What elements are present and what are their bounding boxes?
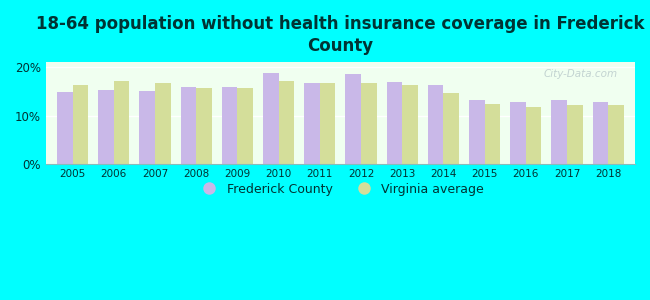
- Bar: [567, 105, 582, 164]
- Bar: [222, 87, 237, 164]
- Bar: [237, 88, 253, 164]
- Bar: [114, 81, 129, 164]
- Bar: [57, 92, 73, 164]
- Bar: [608, 105, 624, 164]
- Bar: [593, 102, 608, 164]
- Bar: [361, 83, 377, 164]
- Bar: [526, 107, 541, 164]
- Bar: [73, 85, 88, 164]
- Bar: [181, 87, 196, 164]
- Bar: [551, 100, 567, 164]
- Bar: [279, 81, 294, 164]
- Text: City-Data.com: City-Data.com: [543, 69, 618, 80]
- Bar: [402, 85, 418, 164]
- Bar: [304, 83, 320, 164]
- Bar: [443, 93, 459, 164]
- Bar: [387, 82, 402, 164]
- Bar: [320, 83, 335, 164]
- Bar: [510, 102, 526, 164]
- Bar: [263, 74, 279, 164]
- Bar: [196, 88, 212, 164]
- Bar: [428, 85, 443, 164]
- Bar: [139, 91, 155, 164]
- Legend: Frederick County, Virginia average: Frederick County, Virginia average: [192, 178, 489, 201]
- Bar: [345, 74, 361, 164]
- Bar: [469, 100, 485, 164]
- Bar: [155, 83, 171, 164]
- Bar: [485, 103, 500, 164]
- Title: 18-64 population without health insurance coverage in Frederick
County: 18-64 population without health insuranc…: [36, 15, 645, 55]
- Bar: [98, 91, 114, 164]
